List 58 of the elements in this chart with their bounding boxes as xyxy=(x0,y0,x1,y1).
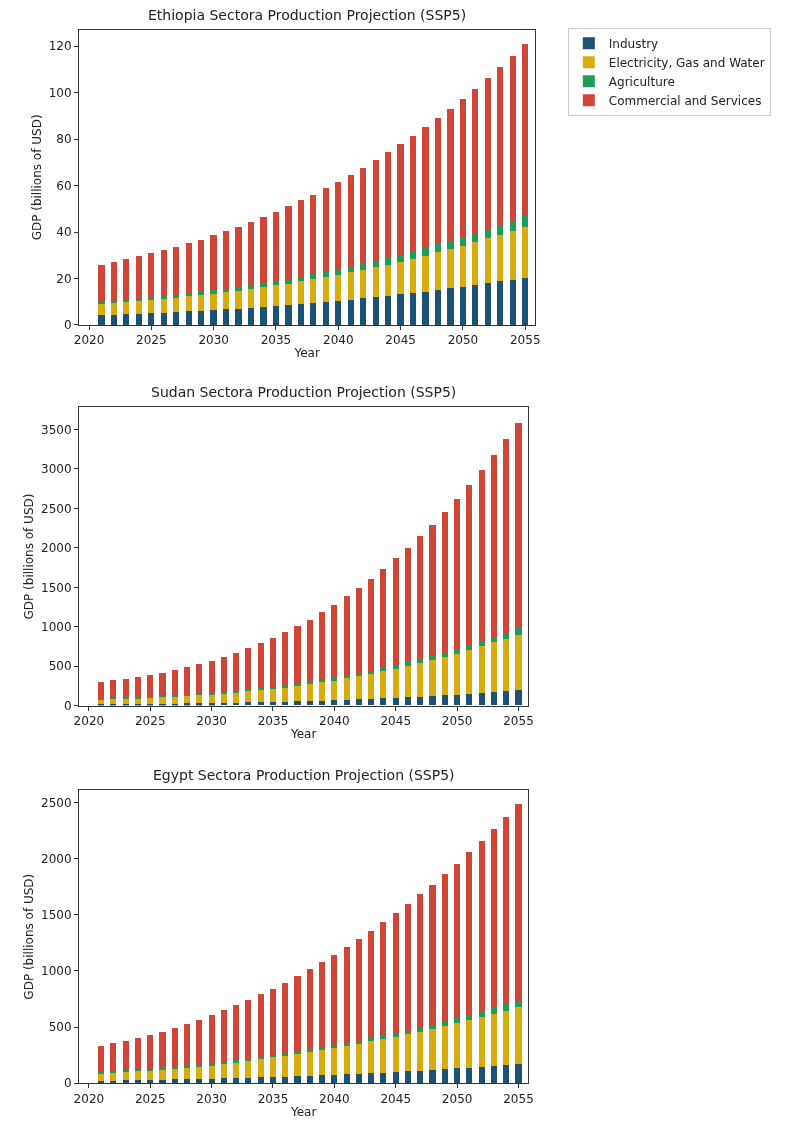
y-tick-label: 120 xyxy=(48,39,72,54)
x-tick-label: 2030 xyxy=(198,333,229,348)
y-tick-label: 20 xyxy=(56,271,72,286)
y-tick-label: 0 xyxy=(64,318,72,333)
x-tick-label: 2025 xyxy=(134,714,166,729)
x-tick-label: 2040 xyxy=(319,714,350,729)
y-axis-title: GDP (billions of USD) xyxy=(22,873,37,1000)
x-tick-label: 2020 xyxy=(73,333,105,348)
x-tick-label: 2050 xyxy=(441,714,473,729)
y-tick-label: 80 xyxy=(56,132,72,147)
x-tick-label: 2025 xyxy=(134,1091,166,1106)
x-tick-label: 2035 xyxy=(257,714,289,729)
x-tick-label: 2020 xyxy=(73,714,105,729)
y-tick-label: 500 xyxy=(48,1020,72,1035)
y-tick-label: 40 xyxy=(56,225,72,240)
y-tick-label: 60 xyxy=(56,178,72,193)
chart-title: Egypt Sectora Production Projection (SSP5) xyxy=(153,767,455,783)
y-tick-label: 3000 xyxy=(41,462,72,477)
x-tick-label: 2045 xyxy=(380,714,412,729)
y-tick-label: 100 xyxy=(48,85,72,100)
x-tick-label: 2045 xyxy=(385,333,416,348)
y-axis-title: GDP (billions of USD) xyxy=(30,114,45,241)
y-tick-label: 2000 xyxy=(41,541,72,556)
x-axis-title: Year xyxy=(289,1104,317,1119)
legend-label: Agriculture xyxy=(608,75,675,90)
y-tick-label: 1500 xyxy=(41,580,72,595)
x-tick-label: 2035 xyxy=(257,1091,289,1106)
legend-label: Electricity, Gas and Water xyxy=(608,56,765,71)
x-tick-label: 2040 xyxy=(323,333,354,348)
y-tick-label: 1500 xyxy=(41,907,72,922)
y-tick-label: 0 xyxy=(64,1076,72,1091)
y-tick-label: 3500 xyxy=(41,422,72,437)
x-tick-label: 2050 xyxy=(447,333,479,348)
legend-label: Commercial and Services xyxy=(608,94,762,109)
x-tick-label: 2030 xyxy=(196,1091,227,1106)
x-tick-label: 2055 xyxy=(509,333,541,348)
y-tick-label: 1000 xyxy=(41,964,72,979)
y-tick-label: 2000 xyxy=(41,851,72,866)
chart-title: Ethiopia Sectora Production Projection (SSP5) xyxy=(148,7,467,23)
y-tick-label: 2500 xyxy=(41,501,72,516)
x-tick-label: 2045 xyxy=(380,1091,412,1106)
x-tick-label: 2040 xyxy=(319,1091,350,1106)
chart-title: Sudan Sectora Production Projection (SSP5) xyxy=(151,384,457,400)
y-tick-label: 1000 xyxy=(41,619,72,634)
x-tick-label: 2055 xyxy=(503,1091,534,1106)
y-tick-label: 500 xyxy=(48,659,72,674)
y-axis-title: GDP (billions of USD) xyxy=(22,493,37,620)
x-tick-label: 2050 xyxy=(441,1091,473,1106)
x-tick-label: 2030 xyxy=(196,714,227,729)
x-axis-title: Year xyxy=(293,346,320,361)
y-tick-label: 2500 xyxy=(41,795,72,810)
x-tick-label: 2035 xyxy=(260,333,292,348)
x-tick-label: 2025 xyxy=(136,333,167,348)
x-tick-label: 2055 xyxy=(503,714,534,729)
y-tick-label: 0 xyxy=(64,698,72,713)
x-axis-title: Year xyxy=(289,726,317,741)
x-tick-label: 2020 xyxy=(73,1091,105,1106)
legend-label: Industry xyxy=(608,37,659,52)
